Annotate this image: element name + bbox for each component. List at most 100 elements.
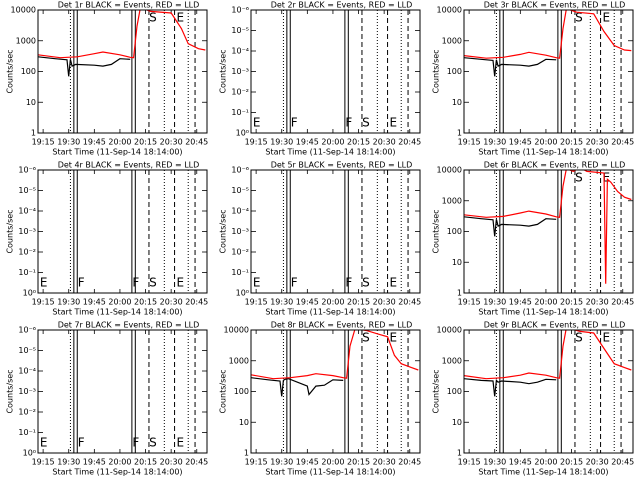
y-tick-label: 10⁻⁶ [18, 166, 36, 175]
plot-frame [37, 329, 208, 454]
event-label: F [132, 276, 139, 290]
panel-title: Det 4r BLACK = Events, RED = LLD [58, 161, 200, 170]
y-axis-label: Counts/sec [219, 369, 228, 413]
y-tick-label: 10⁻³ [18, 227, 36, 236]
y-tick-label: 10⁻⁶ [231, 6, 249, 15]
x-tick-label: 19:30 [483, 298, 506, 307]
y-axis-label: Counts/sec [6, 369, 15, 413]
y-tick-label: 10⁻⁵ [231, 186, 249, 195]
x-tick-label: 20:30 [373, 138, 396, 147]
y-tick-label: 1 [457, 129, 462, 138]
x-tick-label: 19:45 [83, 458, 106, 467]
x-tick-label: 19:45 [296, 458, 319, 467]
y-tick-label: 10⁰ [23, 289, 36, 298]
x-tick-label: 20:00 [321, 458, 344, 467]
x-tick-label: 20:15 [134, 298, 157, 307]
y-axis-label: Counts/sec [6, 209, 15, 253]
event-label: S [362, 116, 370, 130]
series-line [464, 378, 557, 397]
y-tick-label: 10⁻¹ [231, 268, 249, 277]
x-tick-label: 20:15 [560, 458, 583, 467]
x-tick-label: 20:15 [560, 138, 583, 147]
x-tick-label: 19:45 [509, 138, 532, 147]
y-tick-label: 100 [447, 387, 462, 396]
y-axis-label: Counts/sec [219, 209, 228, 253]
y-tick-label: 100 [447, 227, 462, 236]
y-tick-label: 10 [452, 98, 462, 107]
x-tick-label: 20:00 [108, 138, 131, 147]
x-tick-label: 20:45 [611, 138, 634, 147]
plot-frame [250, 169, 421, 294]
event-label: E [602, 171, 610, 185]
y-tick-label: 10⁻⁵ [231, 26, 249, 35]
series-line [464, 216, 557, 237]
y-tick-label: 10⁻⁶ [18, 326, 36, 335]
x-tick-label: 19:15 [32, 458, 55, 467]
x-tick-label: 19:45 [83, 138, 106, 147]
y-tick-label: 10⁰ [236, 129, 249, 138]
x-tick-label: 20:00 [321, 138, 344, 147]
x-tick-label: 20:00 [108, 298, 131, 307]
x-tick-label: 20:45 [398, 458, 421, 467]
x-tick-label: 20:45 [611, 458, 634, 467]
plot-frame [250, 9, 421, 134]
event-label: F [291, 276, 298, 290]
y-tick-label: 1000 [16, 36, 36, 45]
x-axis-label: Start Time (11-Sep-14 18:14:00) [52, 468, 182, 477]
y-axis-label: Counts/sec [432, 369, 441, 413]
plot-frame [463, 169, 634, 294]
x-axis-label: Start Time (11-Sep-14 18:14:00) [478, 308, 608, 317]
y-tick-label: 10 [26, 98, 36, 107]
x-axis-label: Start Time (11-Sep-14 18:14:00) [265, 308, 395, 317]
event-label: E [389, 276, 397, 290]
panel: Det 7r BLACK = Events, RED = LLD Start Ti… [6, 321, 209, 477]
x-tick-label: 19:45 [296, 298, 319, 307]
x-tick-label: 20:15 [347, 138, 370, 147]
y-axis-label: Counts/sec [432, 209, 441, 253]
y-tick-label: 1 [244, 449, 249, 458]
x-axis-label: Start Time (11-Sep-14 18:14:00) [478, 148, 608, 157]
y-tick-label: 10⁻⁵ [18, 346, 36, 355]
x-tick-label: 19:45 [509, 458, 532, 467]
event-label: E [389, 116, 397, 130]
x-tick-label: 20:15 [347, 458, 370, 467]
y-tick-label: 10⁻⁴ [18, 367, 36, 376]
y-tick-label: 10⁻¹ [18, 268, 36, 277]
x-tick-label: 20:30 [160, 298, 183, 307]
x-tick-label: 20:45 [185, 138, 208, 147]
event-label: F [78, 276, 85, 290]
panel-title: Det 9r BLACK = Events, RED = LLD [484, 321, 626, 330]
y-tick-label: 10⁻¹ [231, 108, 249, 117]
y-tick-label: 1000 [442, 196, 462, 205]
panel: Det 4r BLACK = Events, RED = LLD Start Ti… [6, 161, 209, 317]
x-tick-label: 20:45 [398, 298, 421, 307]
panel-title: Det 3r BLACK = Events, RED = LLD [484, 1, 626, 10]
event-label: E [40, 276, 48, 290]
panel-title: Det 1r BLACK = Events, RED = LLD [58, 1, 200, 10]
plot-frame [37, 169, 208, 294]
y-tick-label: 10⁻⁴ [231, 47, 249, 56]
y-tick-label: 10⁻⁴ [231, 207, 249, 216]
plot-frame [463, 9, 634, 134]
y-tick-label: 100 [21, 67, 36, 76]
series-line [251, 377, 344, 397]
series-line [464, 170, 632, 284]
event-label: E [389, 331, 397, 345]
x-tick-label: 20:45 [398, 138, 421, 147]
panel: Det 3r BLACK = Events, RED = LLD Start Ti… [432, 1, 635, 157]
y-axis-label: Counts/sec [6, 49, 15, 93]
x-axis-label: Start Time (11-Sep-14 18:14:00) [52, 148, 182, 157]
x-tick-label: 19:15 [245, 138, 268, 147]
x-tick-label: 20:00 [534, 138, 557, 147]
y-axis-label: Counts/sec [432, 49, 441, 93]
series-line [251, 330, 419, 380]
x-tick-label: 20:45 [185, 458, 208, 467]
x-tick-label: 20:15 [134, 458, 157, 467]
y-tick-label: 10000 [437, 6, 462, 15]
plot-frame [37, 9, 208, 134]
event-label: E [176, 276, 184, 290]
plot-frame [463, 329, 634, 454]
event-label: E [253, 116, 261, 130]
y-tick-label: 10⁻² [18, 408, 36, 417]
panel-title: Det 5r BLACK = Events, RED = LLD [271, 161, 413, 170]
